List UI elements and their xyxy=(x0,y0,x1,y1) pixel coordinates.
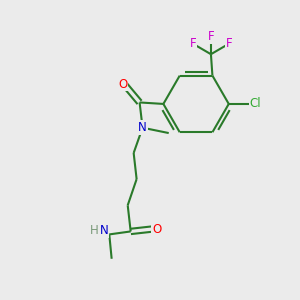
Text: Cl: Cl xyxy=(250,98,261,110)
Text: F: F xyxy=(190,37,196,50)
Text: N: N xyxy=(100,224,108,237)
Text: O: O xyxy=(118,77,127,91)
Text: O: O xyxy=(152,223,161,236)
Text: F: F xyxy=(208,30,214,43)
Text: H: H xyxy=(89,224,98,237)
Text: N: N xyxy=(138,121,147,134)
Text: F: F xyxy=(226,37,232,50)
